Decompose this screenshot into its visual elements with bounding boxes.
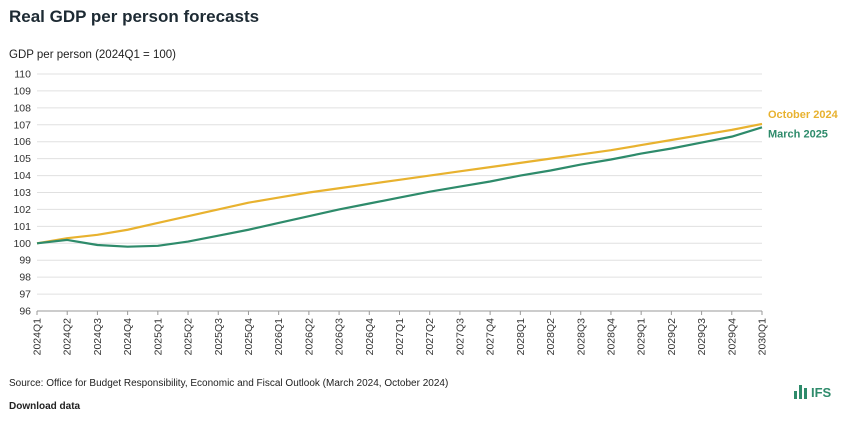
series-line-march-2025 [36, 126, 763, 248]
x-tick-2029Q1: 2029Q1 [636, 318, 648, 356]
series-lines [36, 122, 763, 248]
logo-text: IFS [811, 385, 832, 400]
x-tick-2029Q4: 2029Q4 [726, 318, 738, 356]
chart-title: Real GDP per person forecasts [9, 7, 260, 26]
x-tick-2026Q2: 2026Q2 [303, 318, 315, 356]
ifs-logo: IFS [794, 383, 831, 399]
x-tick-2024Q1: 2024Q1 [32, 318, 44, 356]
grid-lines [36, 73, 763, 315]
source-note: Source: Office for Budget Responsibility… [9, 378, 449, 389]
series-label-october-2024: October 2024 [768, 109, 839, 121]
x-tick-2028Q1: 2028Q1 [515, 318, 527, 356]
x-tick-2029Q3: 2029Q3 [696, 318, 708, 356]
x-tick-2027Q3: 2027Q3 [454, 318, 466, 356]
y-tick-107: 107 [13, 119, 31, 131]
x-tick-2028Q3: 2028Q3 [575, 318, 587, 356]
x-tick-2026Q4: 2026Q4 [364, 318, 376, 356]
y-axis-label: GDP per person (2024Q1 = 100) [9, 49, 176, 61]
series-line-october-2024 [36, 122, 763, 245]
y-tick-104: 104 [13, 170, 31, 182]
download-data-link[interactable]: Download data [9, 401, 81, 412]
y-tick-97: 97 [19, 289, 31, 301]
y-tick-106: 106 [13, 136, 31, 148]
x-tick-2025Q4: 2025Q4 [243, 318, 255, 356]
x-tick-2024Q2: 2024Q2 [62, 318, 74, 356]
y-tick-100: 100 [13, 238, 31, 250]
series-label-march-2025: March 2025 [768, 128, 828, 140]
y-tick-99: 99 [19, 255, 31, 267]
x-tick-2028Q4: 2028Q4 [605, 318, 617, 356]
x-tick-2027Q2: 2027Q2 [424, 318, 436, 356]
bar-chart-icon [794, 385, 807, 399]
x-tick-2024Q4: 2024Q4 [122, 318, 134, 356]
y-tick-103: 103 [13, 187, 31, 199]
y-tick-108: 108 [13, 102, 31, 114]
y-tick-101: 101 [13, 221, 31, 233]
x-tick-2026Q1: 2026Q1 [273, 318, 285, 356]
x-tick-2027Q4: 2027Q4 [485, 318, 497, 356]
y-tick-102: 102 [13, 204, 31, 216]
y-tick-98: 98 [19, 272, 31, 284]
x-tick-2025Q1: 2025Q1 [152, 318, 164, 356]
y-tick-110: 110 [14, 69, 31, 81]
y-tick-109: 109 [13, 85, 31, 97]
y-tick-labels: 96 97 98 99 100 101 102 103 104 105 106 107 108 109 11… [13, 69, 31, 318]
x-tick-2028Q2: 2028Q2 [545, 318, 557, 356]
y-tick-96: 96 [19, 306, 31, 318]
series-labels: October 2024 March 2025 [768, 109, 839, 140]
x-tick-2027Q1: 2027Q1 [394, 318, 406, 356]
x-tick-2024Q3: 2024Q3 [92, 318, 104, 356]
x-tick-labels: 2024Q1 2024Q2 2024Q3 2024Q4 2025Q1 2025Q2 2025… [32, 318, 769, 356]
x-tick-2025Q2: 2025Q2 [183, 318, 195, 356]
x-tick-2030Q1: 2030Q1 [757, 318, 769, 356]
x-tick-2029Q2: 2029Q2 [666, 318, 678, 356]
x-tick-2025Q3: 2025Q3 [213, 318, 225, 356]
y-tick-105: 105 [13, 153, 31, 165]
x-tick-2026Q3: 2026Q3 [334, 318, 346, 356]
